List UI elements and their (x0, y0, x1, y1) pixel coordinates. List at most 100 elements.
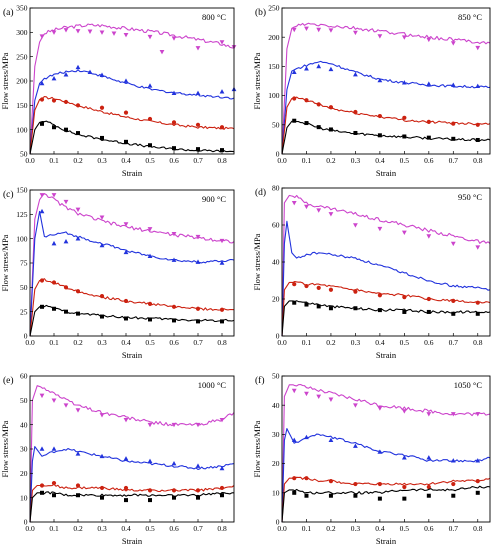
data-point-triangle-up (123, 78, 129, 83)
y-tick-label: 200 (268, 33, 280, 42)
data-point-triangle-up (99, 453, 105, 459)
data-point-triangle-down (304, 204, 309, 210)
plot-frame (29, 7, 235, 155)
x-tick-label: 0.1 (302, 156, 312, 165)
x-tick-label: 0.4 (121, 338, 131, 347)
x-tick-label: 0.6 (169, 338, 179, 347)
data-point-triangle-down (147, 422, 153, 428)
plot-frame (29, 189, 235, 337)
data-point-circle (426, 296, 431, 302)
data-point-triangle-down (171, 422, 177, 428)
series-line (29, 193, 235, 337)
data-point-circle (147, 488, 153, 493)
data-point-square (292, 118, 297, 123)
data-point-circle (219, 485, 225, 491)
y-tick-label: 350 (16, 4, 28, 13)
data-point-circle (51, 480, 57, 486)
y-tick-label: 50 (20, 150, 28, 159)
data-point-circle (51, 98, 57, 103)
data-point-triangle-up (328, 437, 334, 443)
data-point-square (353, 306, 358, 311)
data-point-square (377, 308, 382, 313)
data-point-triangle-up (147, 83, 153, 88)
series-line (29, 23, 234, 155)
data-point-square (40, 490, 44, 495)
x-tick-label: 0.7 (449, 524, 459, 533)
x-axis-title: Strain (122, 168, 143, 178)
data-point-triangle-down (219, 238, 225, 244)
y-tick-label: 0 (276, 518, 280, 527)
data-point-triangle-down (450, 41, 456, 46)
data-point-square (40, 304, 44, 309)
x-axis-title: Strain (122, 536, 143, 546)
data-point-square (292, 300, 297, 305)
x-tick-label: 0.0 (277, 524, 287, 533)
panel-letter: (d) (255, 187, 266, 198)
data-point-circle (328, 105, 334, 110)
y-tick-label: 40 (272, 258, 280, 267)
series-line (29, 278, 235, 337)
data-point-circle (75, 483, 81, 488)
data-point-triangle-down (475, 245, 481, 250)
data-point-circle (219, 307, 225, 312)
data-point-triangle-down (159, 50, 165, 55)
data-point-triangle-up (39, 208, 45, 214)
data-point-circle (51, 280, 57, 285)
data-point-triangle-down (377, 34, 383, 39)
y-tick-label: 300 (16, 28, 28, 37)
data-point-triangle-down (39, 393, 45, 399)
x-tick-label: 0.0 (277, 338, 287, 347)
chart-panel: 0.0 0.1 0.2 0.3 0.4 0.5 0.6 0.7 0.8 0 20 40 60 80 Stra… (252, 184, 491, 360)
x-tick-label: 0.3 (351, 338, 361, 347)
data-point-triangle-down (328, 28, 334, 33)
data-point-triangle-up (147, 253, 153, 258)
data-point-triangle-down (51, 30, 57, 35)
data-point-triangle-up (39, 446, 45, 451)
data-point-triangle-up (75, 451, 81, 456)
data-point-square (475, 137, 480, 142)
x-tick-label: 0.4 (121, 156, 131, 165)
data-point-triangle-down (291, 388, 297, 394)
data-point-triangle-down (195, 46, 201, 51)
data-point-square (76, 493, 80, 498)
data-point-square (52, 125, 56, 130)
y-tick-label: 20 (272, 459, 280, 468)
data-point-circle (39, 278, 45, 283)
data-point-triangle-down (450, 412, 456, 417)
data-point-triangle-down (304, 391, 309, 397)
y-tick-label: 60 (272, 221, 280, 230)
x-tick-label: 0.6 (424, 338, 434, 347)
data-point-circle (195, 306, 201, 311)
data-point-square (402, 134, 407, 139)
x-tick-label: 0.3 (97, 156, 107, 165)
data-point-triangle-down (75, 207, 81, 213)
data-point-triangle-up (171, 257, 177, 262)
data-point-triangle-down (401, 35, 407, 40)
data-point-triangle-up (219, 89, 225, 94)
y-tick-label: 50 (20, 283, 28, 292)
series-line (29, 385, 235, 523)
data-point-triangle-down (291, 201, 297, 206)
data-point-circle (147, 116, 153, 122)
data-point-circle (475, 300, 480, 305)
y-tick-label: 30 (20, 445, 28, 454)
x-tick-label: 0.7 (449, 156, 459, 165)
data-point-circle (353, 109, 358, 115)
temperature-label: 1050 °C (454, 380, 483, 390)
data-point-circle (123, 485, 129, 491)
data-point-square (220, 493, 224, 498)
data-point-circle (219, 125, 225, 130)
series-line (281, 60, 491, 155)
data-point-triangle-up (195, 259, 201, 264)
data-point-triangle-down (219, 40, 225, 45)
data-point-square (328, 127, 333, 132)
series-line (281, 120, 491, 155)
data-point-square (220, 148, 224, 153)
data-point-circle (402, 295, 407, 300)
y-axis-title: Flow stress/MPa (252, 233, 262, 290)
data-point-circle (292, 476, 297, 481)
data-point-triangle-down (475, 45, 481, 51)
y-axis-title: Flow stress/MPa (252, 52, 262, 109)
x-tick-label: 0.8 (217, 524, 227, 533)
data-point-square (304, 493, 309, 498)
